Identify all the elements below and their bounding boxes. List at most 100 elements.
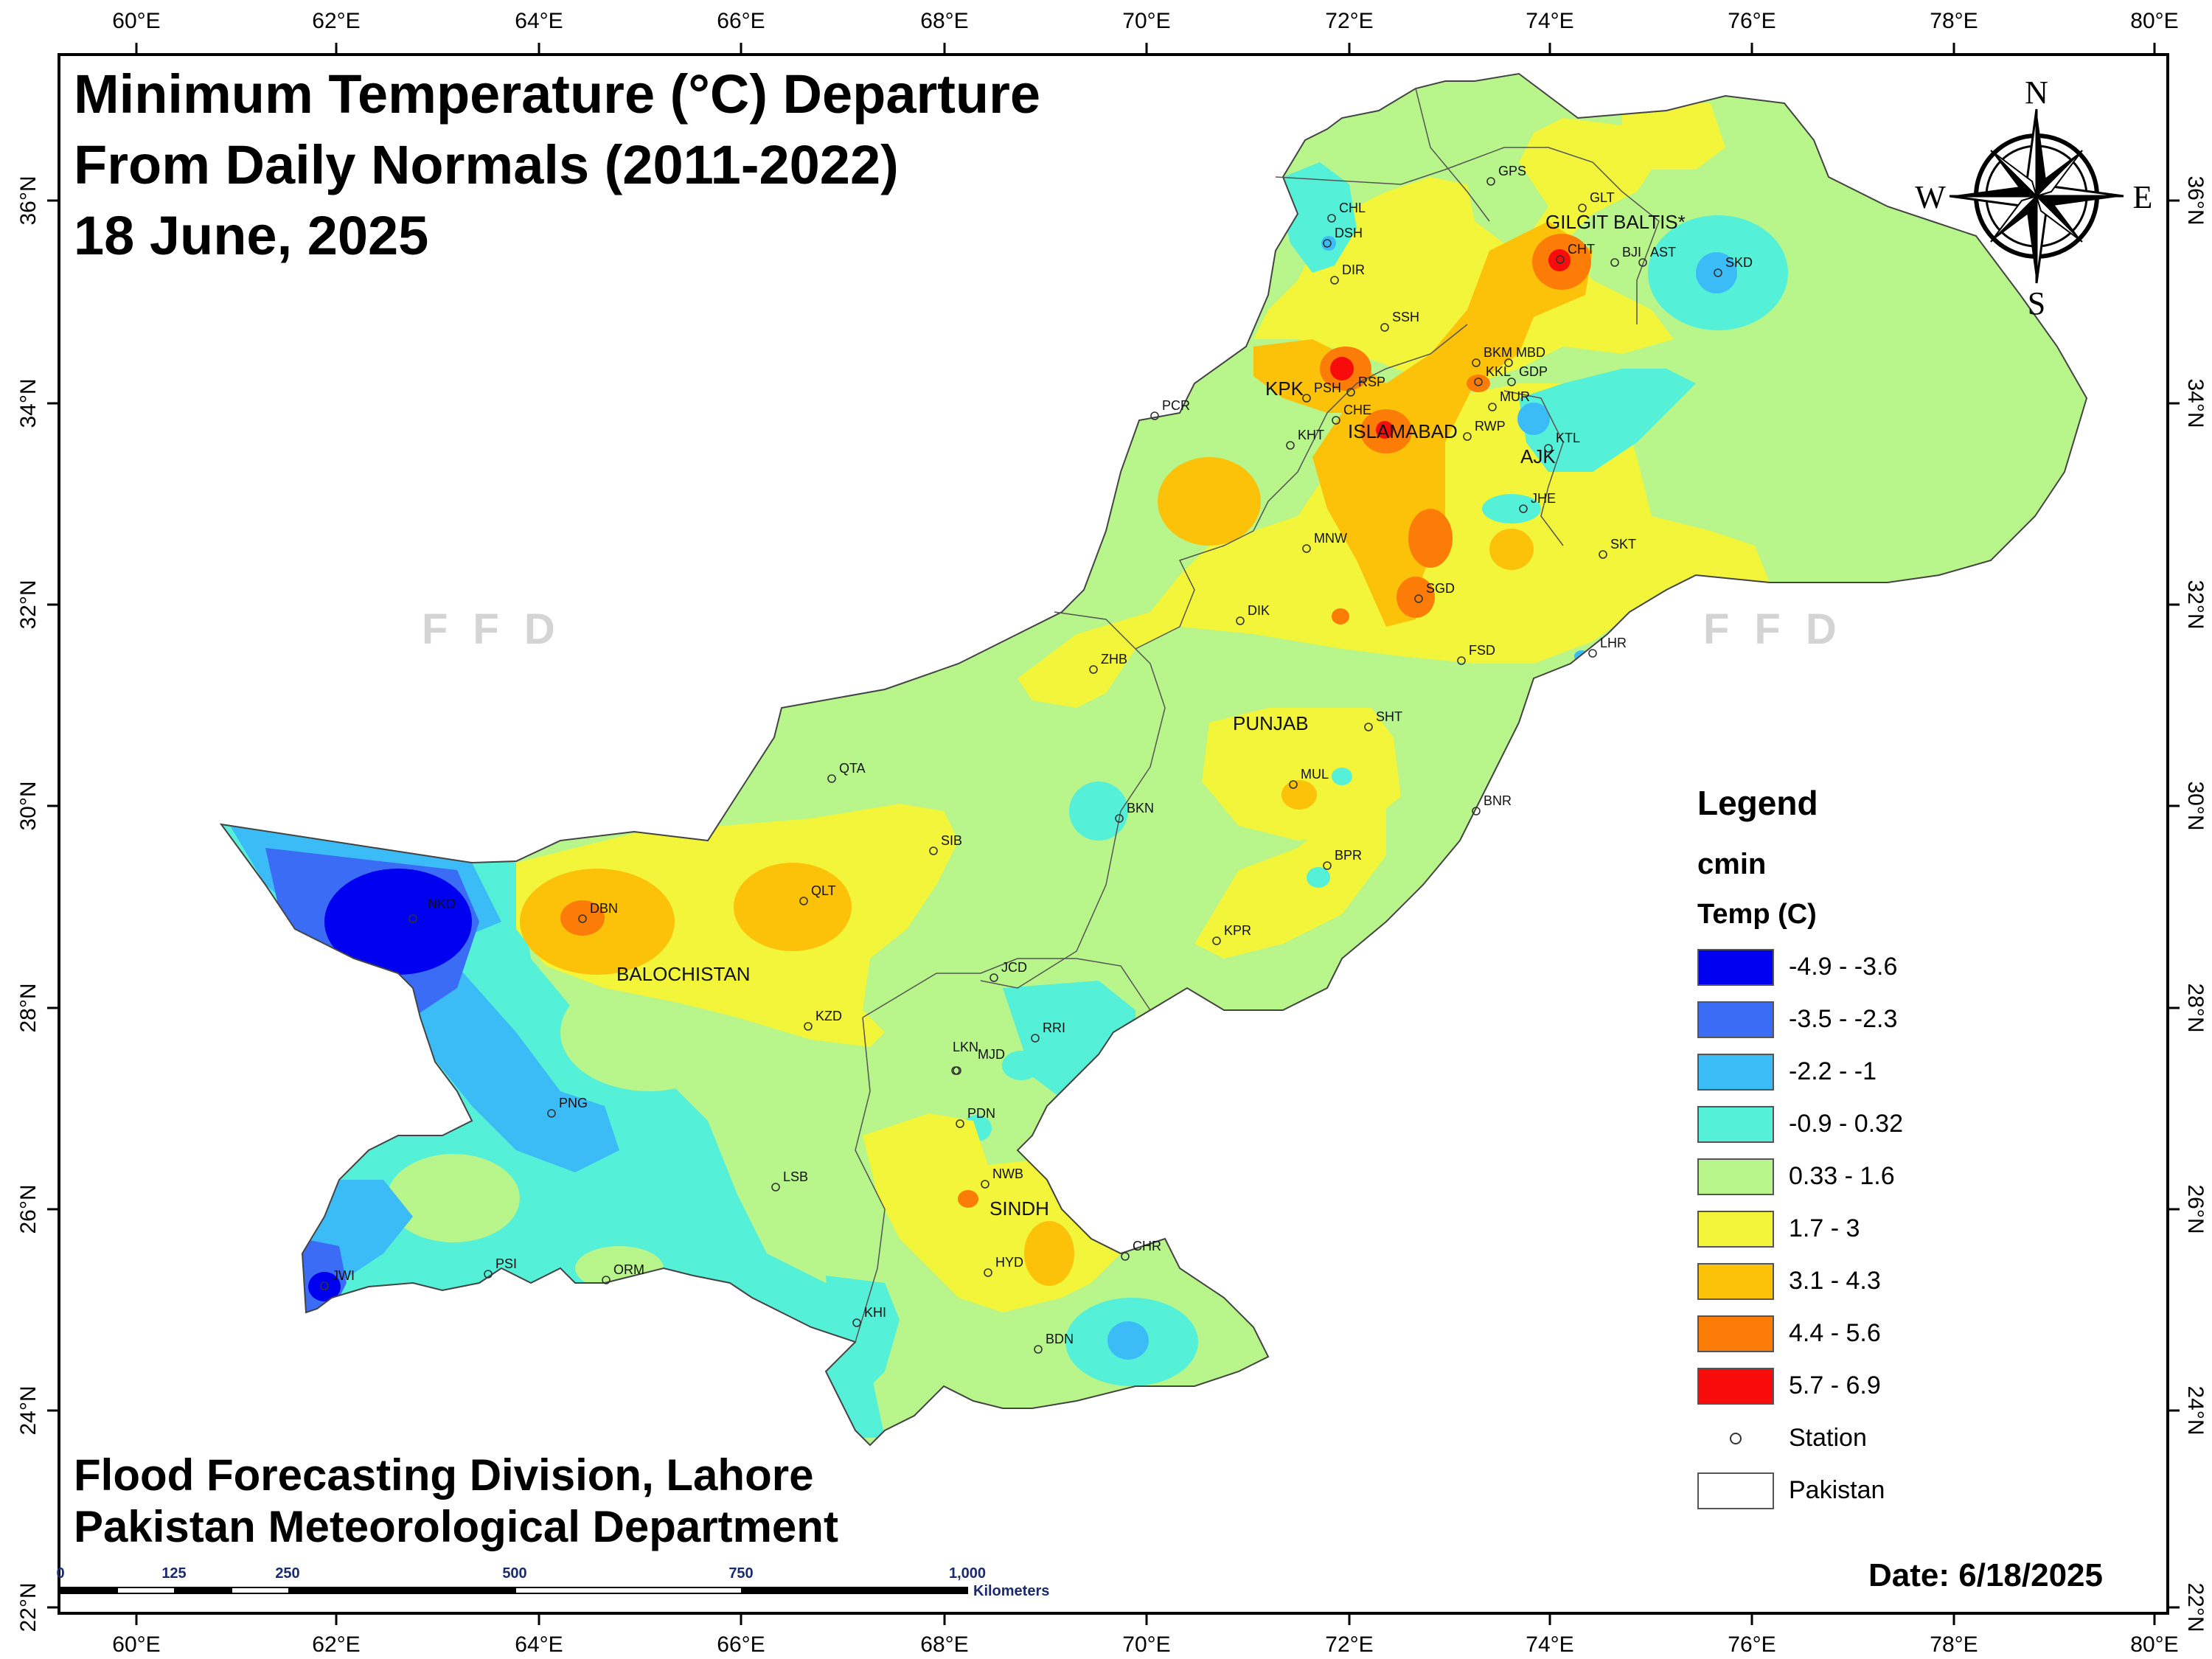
station-label: KKL	[1486, 364, 1511, 379]
station-label: MNW	[1314, 531, 1347, 546]
lon-label-bottom: 60°E	[112, 1632, 160, 1657]
station-label: FSD	[1469, 643, 1495, 658]
station-bdn: BDN	[1034, 1332, 1074, 1354]
region-label: ISLAMABAD	[1348, 420, 1458, 442]
station-label: GPS	[1498, 164, 1526, 178]
station-kkl: KKL	[1474, 364, 1511, 386]
lon-label-bottom: 74°E	[1526, 1632, 1573, 1657]
station-lsb: LSB	[771, 1169, 808, 1192]
station-label: BPR	[1335, 848, 1362, 863]
station-label: PNG	[559, 1096, 588, 1110]
station-png: PNG	[547, 1096, 588, 1118]
title-line-1: Minimum Temperature (°C) Departure	[74, 63, 1041, 125]
station-label: PCR	[1162, 398, 1190, 413]
lon-label-top: 60°E	[112, 9, 160, 33]
station-label: RSP	[1358, 375, 1385, 389]
station-che: CHE	[1332, 403, 1371, 425]
south-label: S	[2028, 285, 2045, 321]
station-label: BJI	[1622, 245, 1641, 260]
north-arrow: N S E W	[1915, 74, 2152, 321]
scale-label: 250	[275, 1565, 299, 1582]
station-label: SKT	[1610, 537, 1636, 552]
legend-boundary: Pakistan	[1697, 1464, 2140, 1517]
lat-label-right: 26°N	[2183, 1184, 2208, 1234]
scale-unit: Kilometers	[973, 1583, 1049, 1599]
legend-class-6: 3.1 - 4.3	[1697, 1255, 2140, 1307]
station-qta: QTA	[827, 761, 866, 783]
lat-label-right: 24°N	[2183, 1385, 2208, 1435]
credit-line-2: Pakistan Meteorological Department	[74, 1502, 838, 1551]
legend-swatch	[1697, 1053, 1774, 1091]
lat-label-left: 26°N	[16, 1184, 41, 1234]
station-label: SGD	[1426, 581, 1455, 596]
province-border-gb	[1275, 147, 1660, 324]
lat-label-left: 22°N	[16, 1582, 41, 1632]
legend-class-7: 4.4 - 5.6	[1697, 1307, 2140, 1360]
station-bnr: BNR	[1472, 793, 1512, 815]
lon-label-bottom: 62°E	[312, 1632, 360, 1657]
boundary-swatch	[1697, 1472, 1774, 1509]
legend-station-label: Station	[1789, 1424, 1867, 1452]
station-mbd: MBD	[1504, 345, 1545, 367]
station-bkn: BKN	[1115, 801, 1154, 823]
region-label: AJK	[1520, 445, 1556, 467]
station-sht: SHT	[1364, 709, 1402, 731]
station-pcr: PCR	[1150, 398, 1190, 420]
station-label: QLT	[811, 883, 836, 898]
region-label: GILGIT BALTIS*	[1545, 211, 1686, 233]
province-border-sindh	[862, 958, 1151, 1018]
lon-label-bottom: 64°E	[515, 1632, 563, 1657]
station-label: CHT	[1568, 242, 1595, 257]
station-mul: MUL	[1289, 767, 1329, 789]
station-label: AST	[1650, 245, 1676, 260]
lon-label-top: 78°E	[1930, 9, 1978, 33]
station-hyd: HYD	[984, 1255, 1023, 1277]
station-label: KHT	[1298, 428, 1324, 442]
date-label: Date: 6/18/2025	[1868, 1557, 2103, 1593]
station-fsd: FSD	[1457, 643, 1495, 665]
legend-swatch	[1697, 948, 1774, 986]
station-label: MJD	[978, 1047, 1005, 1062]
lat-label-right: 34°N	[2183, 378, 2208, 428]
station-kzd: KZD	[804, 1009, 842, 1031]
station-dik: DIK	[1236, 603, 1270, 625]
legend-class-label: 3.1 - 4.3	[1789, 1267, 1881, 1295]
station-bpr: BPR	[1323, 848, 1362, 870]
station-label: ORM	[613, 1262, 644, 1277]
station-label: CHL	[1339, 201, 1366, 215]
lat-label-right: 28°N	[2183, 983, 2208, 1032]
station-label: RRI	[1043, 1020, 1065, 1035]
station-dir: DIR	[1330, 262, 1365, 285]
province-border-ajk	[1503, 390, 1564, 546]
credits: Flood Forecasting Division, Lahore Pakis…	[74, 1450, 838, 1553]
legend-swatch	[1697, 1210, 1774, 1248]
station-rsp: RSP	[1346, 375, 1385, 397]
lat-label-right: 36°N	[2183, 175, 2208, 225]
lat-label-left: 28°N	[16, 983, 41, 1032]
station-cht: CHT	[1556, 242, 1595, 264]
region-label: SINDH	[990, 1197, 1049, 1220]
lon-label-top: 74°E	[1526, 9, 1573, 33]
station-label: NWB	[992, 1166, 1023, 1181]
credit-line-1: Flood Forecasting Division, Lahore	[74, 1450, 814, 1500]
station-bji: BJI	[1610, 245, 1641, 267]
station-gdp: GDP	[1507, 364, 1548, 386]
north-label: N	[2025, 74, 2048, 111]
station-label: JCD	[1001, 960, 1027, 975]
map-title: Minimum Temperature (°C) Departure From …	[74, 59, 1040, 271]
lat-label-left: 36°N	[16, 175, 41, 225]
station-label: PSH	[1314, 380, 1341, 395]
station-qlt: QLT	[799, 883, 836, 905]
station-nwb: NWB	[981, 1166, 1023, 1189]
legend-swatch	[1697, 1001, 1774, 1038]
lat-label-left: 30°N	[16, 781, 41, 830]
station-label: PSI	[495, 1256, 517, 1271]
province-border-punjab-balochistan	[980, 611, 1166, 989]
station-label: MBD	[1516, 345, 1545, 360]
title-line-3: 18 June, 2025	[74, 205, 429, 266]
lon-label-top: 80°E	[2130, 9, 2178, 33]
station-skt: SKT	[1599, 537, 1636, 559]
region-label: BALOCHISTAN	[616, 963, 751, 985]
